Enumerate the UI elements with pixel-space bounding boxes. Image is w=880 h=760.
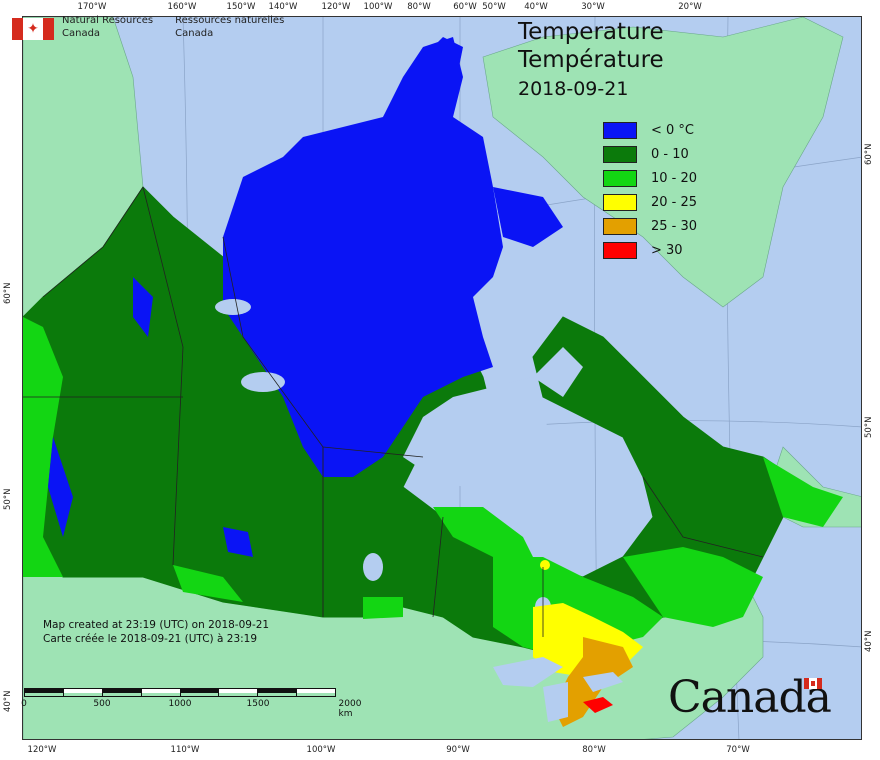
scale-label: 2000 km <box>338 699 362 719</box>
graticule-label: 100°W <box>306 745 336 755</box>
graticule-label: 20°W <box>678 2 702 12</box>
graticule-label: 140°W <box>268 2 298 12</box>
borders <box>23 186 764 637</box>
graticule-label: 40°N <box>864 630 874 652</box>
graticule-label: 50°N <box>3 488 13 510</box>
scale-label: 0 <box>21 699 27 709</box>
scale-bar-graphic <box>24 688 336 697</box>
graticule-label: 80°W <box>582 745 606 755</box>
temperature-map <box>22 16 862 740</box>
region-above-30 <box>583 697 613 713</box>
legend-item: > 30 <box>603 238 697 262</box>
graticule-label: 40°W <box>524 2 548 12</box>
legend-label: < 0 °C <box>651 122 695 138</box>
title-en: Temperature <box>518 19 664 45</box>
graticule-label: 120°W <box>321 2 351 12</box>
graticule-label: 60°W <box>453 2 477 12</box>
legend-item: < 0 °C <box>603 118 697 142</box>
graticule-label: 40°N <box>3 690 13 712</box>
agency-name-en-2: Canada <box>62 28 101 39</box>
legend-label: 0 - 10 <box>651 146 689 162</box>
graticule-label: 50°W <box>482 2 506 12</box>
legend-label: 25 - 30 <box>651 218 698 234</box>
graticule-label: 80°W <box>407 2 431 12</box>
map-date: 2018-09-21 <box>518 78 629 100</box>
graticule-label: 160°W <box>167 2 197 12</box>
agency-signature: ✦ Natural Resources Canada Ressources na… <box>12 14 298 40</box>
graticule-label: 70°W <box>726 745 750 755</box>
hudson-bay <box>403 377 563 517</box>
graticule-label: 170°W <box>77 2 107 12</box>
graticule-label: 30°W <box>581 2 605 12</box>
scale-label: 1000 <box>168 699 192 709</box>
region-below-0-islands <box>48 37 563 557</box>
legend-swatch <box>603 145 637 163</box>
canada-wordmark: Canada <box>668 672 832 723</box>
graticule-label: 100°W <box>363 2 393 12</box>
region-below-0 <box>223 37 503 477</box>
agency-name-fr-2: Canada <box>175 28 214 39</box>
legend-label: > 30 <box>651 242 683 258</box>
scale-bar: 0 500 1000 1500 2000 km <box>21 688 361 719</box>
agency-name-en-1: Natural Resources <box>62 15 154 26</box>
legend-label: 20 - 25 <box>651 194 698 210</box>
legend-item: 25 - 30 <box>603 214 697 238</box>
legend-item: 10 - 20 <box>603 166 697 190</box>
graticule-label: 150°W <box>226 2 256 12</box>
graticule-label: 50°N <box>864 416 874 438</box>
map-canvas <box>23 17 861 739</box>
graticule-label: 60°N <box>864 143 874 165</box>
great-lakes <box>493 657 623 722</box>
legend-swatch <box>603 193 637 211</box>
legend-swatch <box>603 121 637 139</box>
graticule-label: 120°W <box>27 745 57 755</box>
canada-flag-icon: ✦ <box>12 18 54 40</box>
map-title: Temperature Température 2018-09-21 <box>518 18 664 102</box>
legend-label: 10 - 20 <box>651 170 698 186</box>
title-fr: Température <box>518 47 664 73</box>
hudson-strait <box>533 347 583 397</box>
legend-swatch <box>603 169 637 187</box>
map-credits: Map created at 23:19 (UTC) on 2018-09-21… <box>43 618 269 646</box>
graticule-label: 60°N <box>3 282 13 304</box>
scale-label: 1500 <box>246 699 270 709</box>
credit-fr: Carte créée le 2018-09-21 (UTC) à 23:19 <box>43 633 258 645</box>
legend-item: 0 - 10 <box>603 142 697 166</box>
credit-en: Map created at 23:19 (UTC) on 2018-09-21 <box>43 619 270 631</box>
greenland <box>482 17 844 308</box>
legend-swatch <box>603 241 637 259</box>
agency-name-fr-1: Ressources naturelles <box>175 15 285 26</box>
scale-label: 500 <box>93 699 111 709</box>
legend: < 0 °C 0 - 10 10 - 20 20 - 25 25 - 30 > 30 <box>603 118 697 262</box>
region-20-25-spot <box>540 560 550 570</box>
graticule-label: 110°W <box>170 745 200 755</box>
legend-swatch <box>603 217 637 235</box>
graticule-label: 90°W <box>446 745 470 755</box>
wordmark-flag-icon <box>804 678 822 689</box>
legend-item: 20 - 25 <box>603 190 697 214</box>
